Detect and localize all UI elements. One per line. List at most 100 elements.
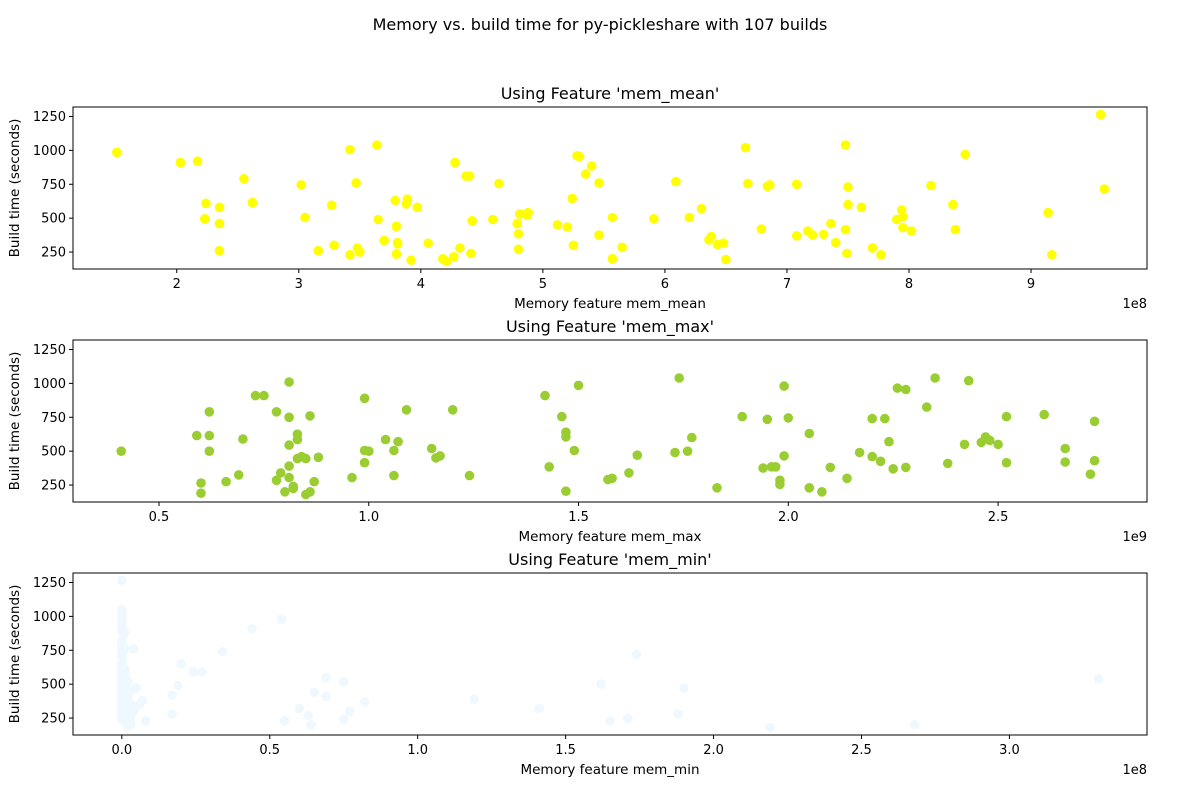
y-tick-label: 1250 [33,110,66,125]
data-point [276,614,287,624]
data-point [580,169,591,179]
data-point [791,179,802,190]
data-point [783,413,794,423]
data-point [204,407,215,417]
data-point [804,428,815,439]
data-point [959,439,970,450]
data-point [718,238,729,248]
data-point [737,411,747,422]
data-point [389,470,399,481]
data-point [743,178,753,189]
data-point [867,243,878,253]
data-point [259,390,269,401]
data-point [765,722,775,733]
data-point [826,218,836,229]
data-point [770,462,781,472]
x-tick-label: 2.5 [988,510,1009,525]
data-point [406,255,416,265]
data-point [624,468,634,478]
data-point [561,432,571,442]
data-point [534,703,544,714]
data-point [607,253,618,264]
data-point [674,373,684,383]
data-point [898,212,908,222]
data-point [313,452,324,463]
data-point [294,703,305,714]
x-tick-label: 6 [661,277,669,292]
data-point [1060,457,1070,467]
data-point [840,224,851,235]
subplot-title: Using Feature 'mem_min' [508,550,711,570]
data-point [466,248,476,259]
data-point [288,483,299,494]
data-point [1047,250,1057,260]
data-point [843,182,853,192]
data-point [1089,455,1100,466]
data-point [305,411,315,421]
data-point [779,381,789,391]
x-axis-label: Memory feature mem_mean [514,296,706,312]
data-point [552,220,563,230]
data-point [632,450,643,461]
data-point [279,716,290,726]
data-point [173,680,183,691]
y-axis-label: Build time (seconds) [7,585,23,724]
data-point [373,214,383,225]
x-offset-label: 1e8 [1122,297,1147,312]
data-point [818,229,829,240]
data-point [557,411,567,422]
data-point [426,443,437,454]
data-point [201,198,211,209]
data-point [740,142,751,153]
y-axis-label: Build time (seconds) [7,352,23,491]
data-point [389,445,399,456]
data-point [167,690,177,700]
data-point [1060,443,1070,454]
data-point [569,445,580,456]
x-tick-label: 3.0 [999,743,1020,758]
data-point [214,218,225,229]
data-point [712,483,722,493]
y-tick-label: 500 [41,445,66,460]
data-point [1095,109,1106,120]
data-point [1089,416,1100,427]
data-point [960,149,970,160]
x-tick-label: 0.5 [259,743,280,758]
data-point [345,144,355,155]
data-point [431,453,441,463]
data-point [196,667,207,677]
y-tick-label: 1250 [33,343,66,358]
data-point [649,214,659,224]
data-point [271,475,282,486]
data-point [117,641,127,651]
x-tick-label: 2.0 [778,510,799,525]
x-tick-label: 2.0 [703,743,724,758]
data-point [756,224,767,234]
data-point [391,221,402,232]
data-point [631,649,642,660]
data-point [567,193,577,204]
data-point [347,472,357,483]
y-tick-label: 750 [41,411,66,426]
x-tick-label: 2 [173,277,181,292]
y-tick-label: 750 [41,178,66,193]
data-point [359,393,370,404]
x-axis-label: Memory feature mem_min [520,762,699,778]
y-tick-label: 500 [41,678,66,693]
data-point [137,695,148,706]
data-points [112,109,1110,267]
data-point [321,672,331,683]
data-point [948,199,958,210]
data-point [112,147,122,158]
data-point [380,434,391,445]
data-point [280,487,290,497]
data-point [775,479,785,490]
data-point [1085,469,1096,480]
data-point [217,646,228,657]
data-point [392,239,403,249]
data-point [856,202,867,213]
x-tick-label: 5 [539,277,547,292]
y-tick-label: 1000 [33,377,66,392]
data-point [568,240,579,251]
data-point [1039,409,1049,420]
